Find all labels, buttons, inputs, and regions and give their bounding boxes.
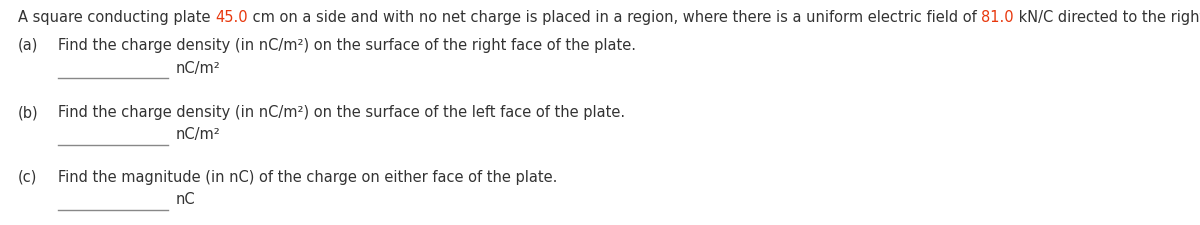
Text: nC: nC: [176, 193, 196, 207]
Text: (b): (b): [18, 105, 38, 120]
Text: (c): (c): [18, 170, 37, 185]
Text: kN/C directed to the right and perpendicular to the plate.: kN/C directed to the right and perpendic…: [1014, 10, 1200, 25]
Text: A square conducting plate: A square conducting plate: [18, 10, 215, 25]
Text: Find the charge density (in nC/m²) on the surface of the left face of the plate.: Find the charge density (in nC/m²) on th…: [58, 105, 625, 120]
Text: Find the magnitude (in nC) of the charge on either face of the plate.: Find the magnitude (in nC) of the charge…: [58, 170, 557, 185]
Text: 45.0: 45.0: [215, 10, 247, 25]
Text: nC/m²: nC/m²: [176, 128, 221, 142]
Text: Find the charge density (in nC/m²) on the surface of the right face of the plate: Find the charge density (in nC/m²) on th…: [58, 38, 636, 53]
Text: cm on a side and with no net charge is placed in a region, where there is a unif: cm on a side and with no net charge is p…: [247, 10, 982, 25]
Text: (a): (a): [18, 38, 38, 53]
Text: nC/m²: nC/m²: [176, 61, 221, 76]
Text: 81.0: 81.0: [982, 10, 1014, 25]
